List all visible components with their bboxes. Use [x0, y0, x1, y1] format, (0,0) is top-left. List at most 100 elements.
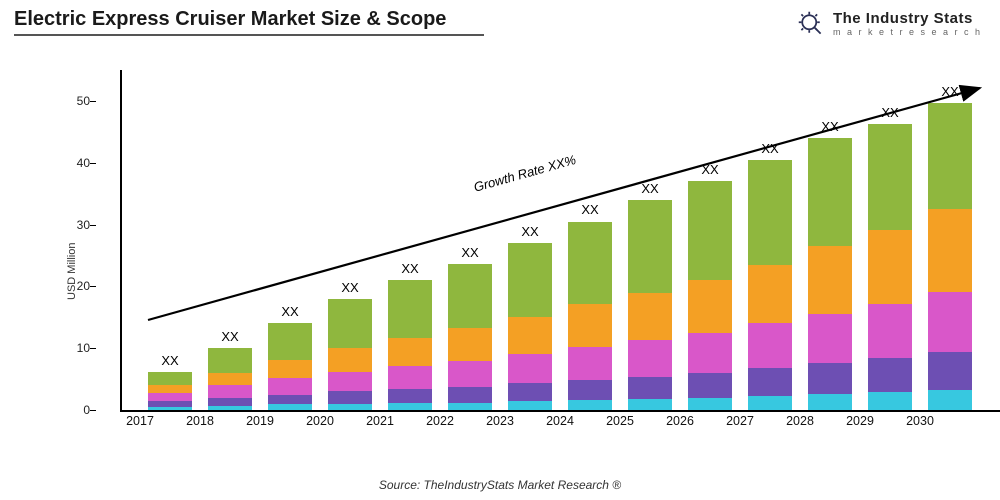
bar-segment	[928, 352, 972, 390]
plot-area: XXXXXXXXXXXXXXXXXXXXXXXXXXXX Growth Rate…	[90, 70, 970, 410]
bar-segment	[628, 293, 672, 341]
bar-segment	[268, 395, 312, 405]
bar-column	[748, 160, 792, 410]
x-tick-label: 2021	[366, 414, 394, 428]
bar-segment	[208, 398, 252, 406]
page-title: Electric Express Cruiser Market Size & S…	[14, 8, 446, 31]
bar-segment	[748, 396, 792, 410]
y-tick-label: 30	[60, 218, 90, 232]
bar-column	[928, 103, 972, 410]
bar-segment	[148, 393, 192, 402]
bar-value-label: XX	[800, 119, 860, 134]
bar-segment	[208, 348, 252, 373]
bar-segment	[868, 230, 912, 304]
y-tick-mark	[90, 101, 96, 102]
bar-value-label: XX	[920, 84, 980, 99]
x-tick-label: 2019	[246, 414, 274, 428]
bar-value-label: XX	[860, 105, 920, 120]
bar-column	[448, 264, 492, 410]
bar-segment	[628, 377, 672, 399]
y-tick-label: 20	[60, 279, 90, 293]
y-tick-label: 50	[60, 94, 90, 108]
bar-segment	[448, 328, 492, 361]
y-tick-label: 10	[60, 341, 90, 355]
bar-segment	[628, 340, 672, 376]
bar-segment	[928, 292, 972, 352]
bar-value-label: XX	[320, 280, 380, 295]
bar-segment	[748, 368, 792, 396]
x-tick-label: 2017	[126, 414, 154, 428]
bar-column	[628, 200, 672, 410]
bar-segment	[148, 385, 192, 392]
bar-value-label: XX	[140, 353, 200, 368]
bar-segment	[748, 265, 792, 324]
bar-value-label: XX	[560, 202, 620, 217]
bar-value-label: XX	[620, 181, 680, 196]
y-tick-label: 0	[60, 403, 90, 417]
title-underline	[14, 34, 484, 36]
bar-value-label: XX	[680, 162, 740, 177]
bar-segment	[268, 323, 312, 360]
bar-column	[328, 299, 372, 410]
bar-segment	[628, 399, 672, 410]
bar-segment	[508, 401, 552, 410]
bar-segment	[688, 280, 732, 333]
bar-segment	[868, 124, 912, 229]
bar-column	[568, 222, 612, 411]
y-tick-mark	[90, 348, 96, 349]
bar-segment	[928, 209, 972, 292]
bar-segment	[868, 358, 912, 392]
page: Electric Express Cruiser Market Size & S…	[0, 0, 1000, 500]
y-tick-mark	[90, 286, 96, 287]
bar-segment	[508, 243, 552, 317]
bar-segment	[448, 403, 492, 410]
bar-segment	[388, 403, 432, 410]
bar-column	[268, 323, 312, 410]
bar-segment	[688, 333, 732, 373]
bar-segment	[448, 264, 492, 328]
bar-segment	[568, 400, 612, 410]
logo-text-sub: m a r k e t r e s e a r c h	[833, 28, 982, 37]
x-tick-label: 2029	[846, 414, 874, 428]
bar-value-label: XX	[440, 245, 500, 260]
x-tick-label: 2028	[786, 414, 814, 428]
bar-segment	[568, 222, 612, 305]
bar-value-label: XX	[200, 329, 260, 344]
bar-segment	[328, 391, 372, 403]
bar-segment	[748, 160, 792, 265]
bar-segment	[388, 366, 432, 389]
bar-segment	[808, 394, 852, 410]
gear-search-icon	[797, 10, 825, 38]
bar-segment	[688, 181, 732, 280]
bar-value-label: XX	[260, 304, 320, 319]
bar-segment	[808, 363, 852, 394]
revenue-chart: USD Million XXXXXXXXXXXXXXXXXXXXXXXXXXXX…	[60, 70, 970, 440]
bar-column	[808, 138, 852, 410]
bar-segment	[328, 348, 372, 371]
bar-segment	[448, 387, 492, 403]
bar-segment	[388, 338, 432, 366]
bar-segment	[208, 385, 252, 397]
bar-segment	[148, 372, 192, 386]
bar-segment	[268, 378, 312, 394]
bar-segment	[208, 373, 252, 385]
bar-segment	[568, 347, 612, 380]
bar-segment	[148, 407, 192, 410]
x-axis-line	[120, 410, 1000, 412]
bar-segment	[808, 314, 852, 363]
y-tick-label: 40	[60, 156, 90, 170]
bar-segment	[388, 389, 432, 403]
bar-segment	[868, 304, 912, 358]
x-tick-label: 2022	[426, 414, 454, 428]
x-tick-label: 2027	[726, 414, 754, 428]
x-tick-label: 2020	[306, 414, 334, 428]
bar-segment	[748, 323, 792, 368]
bar-value-label: XX	[380, 261, 440, 276]
x-tick-label: 2018	[186, 414, 214, 428]
bar-value-label: XX	[740, 141, 800, 156]
bar-segment	[568, 380, 612, 400]
bar-segment	[208, 406, 252, 410]
bar-column	[868, 124, 912, 410]
source-caption: Source: TheIndustryStats Market Research…	[0, 478, 1000, 492]
bar-segment	[928, 103, 972, 208]
